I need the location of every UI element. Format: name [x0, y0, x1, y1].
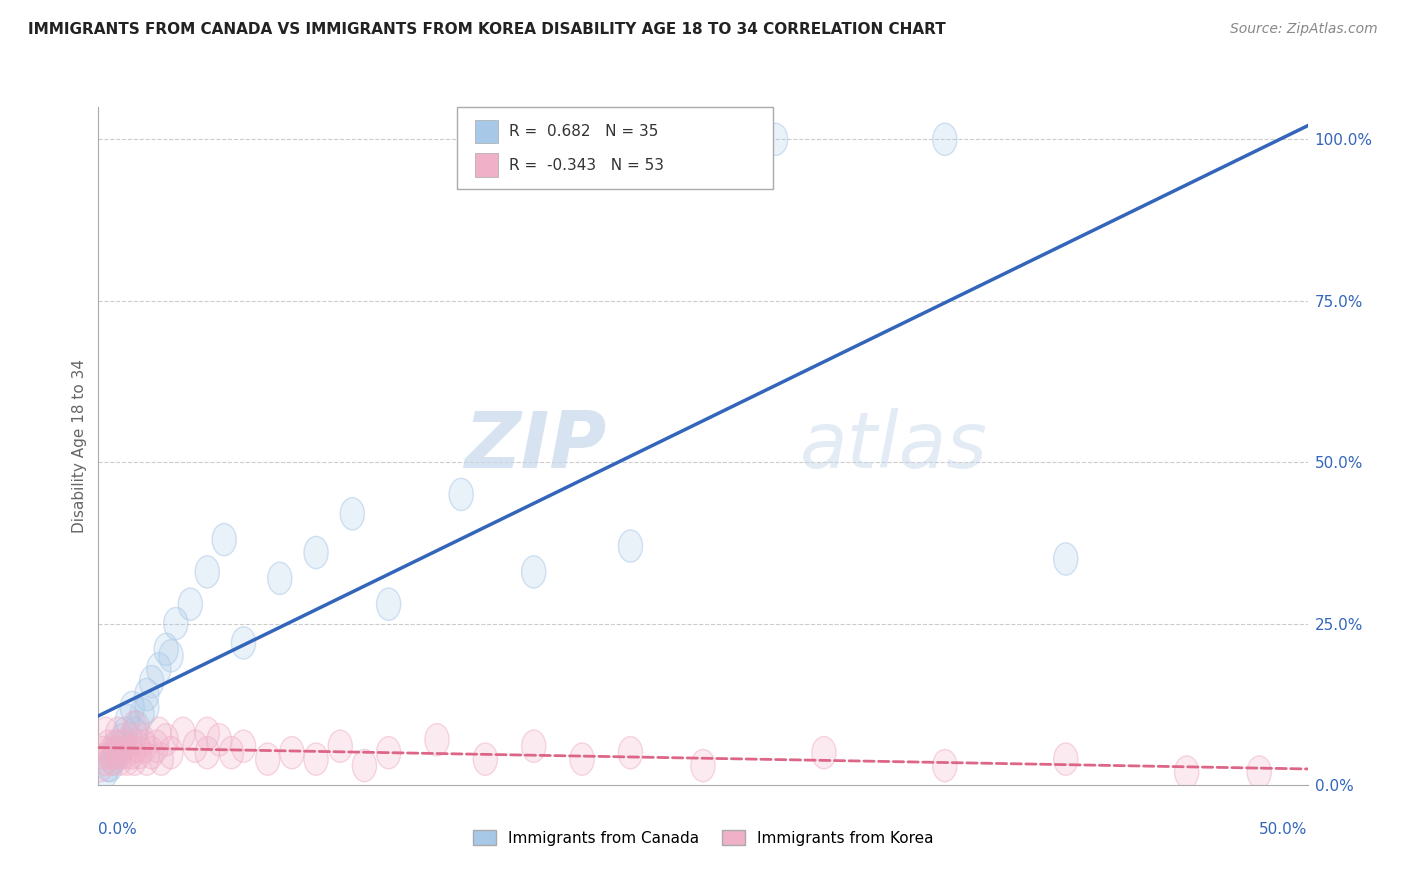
Ellipse shape: [139, 665, 163, 698]
Ellipse shape: [232, 730, 256, 763]
Ellipse shape: [135, 691, 159, 723]
Text: 0.0%: 0.0%: [98, 822, 138, 838]
Ellipse shape: [118, 723, 142, 756]
Ellipse shape: [94, 756, 118, 789]
Ellipse shape: [377, 737, 401, 769]
Ellipse shape: [128, 737, 152, 769]
Ellipse shape: [195, 737, 219, 769]
Ellipse shape: [304, 743, 328, 775]
Text: R =  -0.343   N = 53: R = -0.343 N = 53: [509, 158, 664, 172]
Ellipse shape: [1053, 743, 1078, 775]
Ellipse shape: [163, 607, 188, 640]
Ellipse shape: [129, 698, 155, 730]
Ellipse shape: [155, 723, 179, 756]
Ellipse shape: [763, 123, 787, 155]
Ellipse shape: [212, 524, 236, 556]
Ellipse shape: [155, 633, 179, 665]
Ellipse shape: [135, 679, 159, 711]
Ellipse shape: [256, 743, 280, 775]
Ellipse shape: [139, 737, 163, 769]
Ellipse shape: [94, 717, 118, 749]
Ellipse shape: [219, 737, 243, 769]
Ellipse shape: [120, 737, 145, 769]
Ellipse shape: [425, 723, 449, 756]
Ellipse shape: [145, 730, 169, 763]
Ellipse shape: [195, 556, 219, 588]
Text: R =  0.682   N = 35: R = 0.682 N = 35: [509, 124, 658, 138]
Ellipse shape: [172, 717, 195, 749]
Ellipse shape: [132, 730, 156, 763]
Ellipse shape: [91, 737, 115, 769]
Ellipse shape: [569, 743, 595, 775]
Ellipse shape: [94, 743, 118, 775]
Ellipse shape: [932, 123, 957, 155]
Ellipse shape: [1174, 756, 1199, 789]
Ellipse shape: [280, 737, 304, 769]
Ellipse shape: [98, 737, 122, 769]
Ellipse shape: [120, 691, 145, 723]
Ellipse shape: [811, 737, 837, 769]
Ellipse shape: [328, 730, 353, 763]
Text: atlas: atlas: [800, 408, 987, 484]
Ellipse shape: [232, 627, 256, 659]
Ellipse shape: [105, 717, 129, 749]
Ellipse shape: [111, 723, 135, 756]
Ellipse shape: [96, 749, 120, 781]
Ellipse shape: [96, 730, 120, 763]
Ellipse shape: [135, 743, 159, 775]
Ellipse shape: [125, 711, 149, 743]
Ellipse shape: [129, 723, 155, 756]
Ellipse shape: [207, 723, 232, 756]
Ellipse shape: [522, 556, 546, 588]
Ellipse shape: [353, 749, 377, 781]
Ellipse shape: [183, 730, 207, 763]
Ellipse shape: [101, 743, 125, 775]
Ellipse shape: [98, 749, 122, 781]
Ellipse shape: [108, 743, 132, 775]
Ellipse shape: [179, 588, 202, 620]
Ellipse shape: [122, 743, 146, 775]
Ellipse shape: [125, 730, 149, 763]
Ellipse shape: [619, 737, 643, 769]
Legend: Immigrants from Canada, Immigrants from Korea: Immigrants from Canada, Immigrants from …: [467, 823, 939, 852]
Ellipse shape: [304, 536, 328, 569]
Ellipse shape: [103, 737, 128, 769]
Ellipse shape: [103, 730, 128, 763]
Ellipse shape: [1247, 756, 1271, 789]
Ellipse shape: [159, 640, 183, 672]
Ellipse shape: [112, 737, 138, 769]
Ellipse shape: [267, 562, 292, 594]
Ellipse shape: [932, 749, 957, 781]
Ellipse shape: [149, 743, 173, 775]
Ellipse shape: [105, 737, 129, 769]
Text: IMMIGRANTS FROM CANADA VS IMMIGRANTS FROM KOREA DISABILITY AGE 18 TO 34 CORRELAT: IMMIGRANTS FROM CANADA VS IMMIGRANTS FRO…: [28, 22, 946, 37]
Ellipse shape: [340, 498, 364, 530]
Ellipse shape: [146, 717, 172, 749]
Ellipse shape: [690, 749, 716, 781]
Text: 50.0%: 50.0%: [1260, 822, 1308, 838]
Ellipse shape: [159, 737, 183, 769]
Ellipse shape: [105, 730, 129, 763]
Ellipse shape: [522, 730, 546, 763]
Ellipse shape: [195, 717, 219, 749]
Ellipse shape: [449, 478, 474, 510]
Ellipse shape: [89, 749, 112, 781]
Ellipse shape: [122, 711, 146, 743]
Text: Source: ZipAtlas.com: Source: ZipAtlas.com: [1230, 22, 1378, 37]
Ellipse shape: [112, 717, 138, 749]
Ellipse shape: [115, 743, 139, 775]
Ellipse shape: [122, 717, 146, 749]
Ellipse shape: [146, 653, 172, 685]
Ellipse shape: [101, 743, 125, 775]
Ellipse shape: [1053, 543, 1078, 575]
Ellipse shape: [108, 737, 132, 769]
Ellipse shape: [115, 705, 139, 737]
Ellipse shape: [377, 588, 401, 620]
Ellipse shape: [111, 730, 135, 763]
Ellipse shape: [619, 530, 643, 562]
Ellipse shape: [474, 743, 498, 775]
Text: ZIP: ZIP: [464, 408, 606, 484]
Y-axis label: Disability Age 18 to 34: Disability Age 18 to 34: [72, 359, 87, 533]
